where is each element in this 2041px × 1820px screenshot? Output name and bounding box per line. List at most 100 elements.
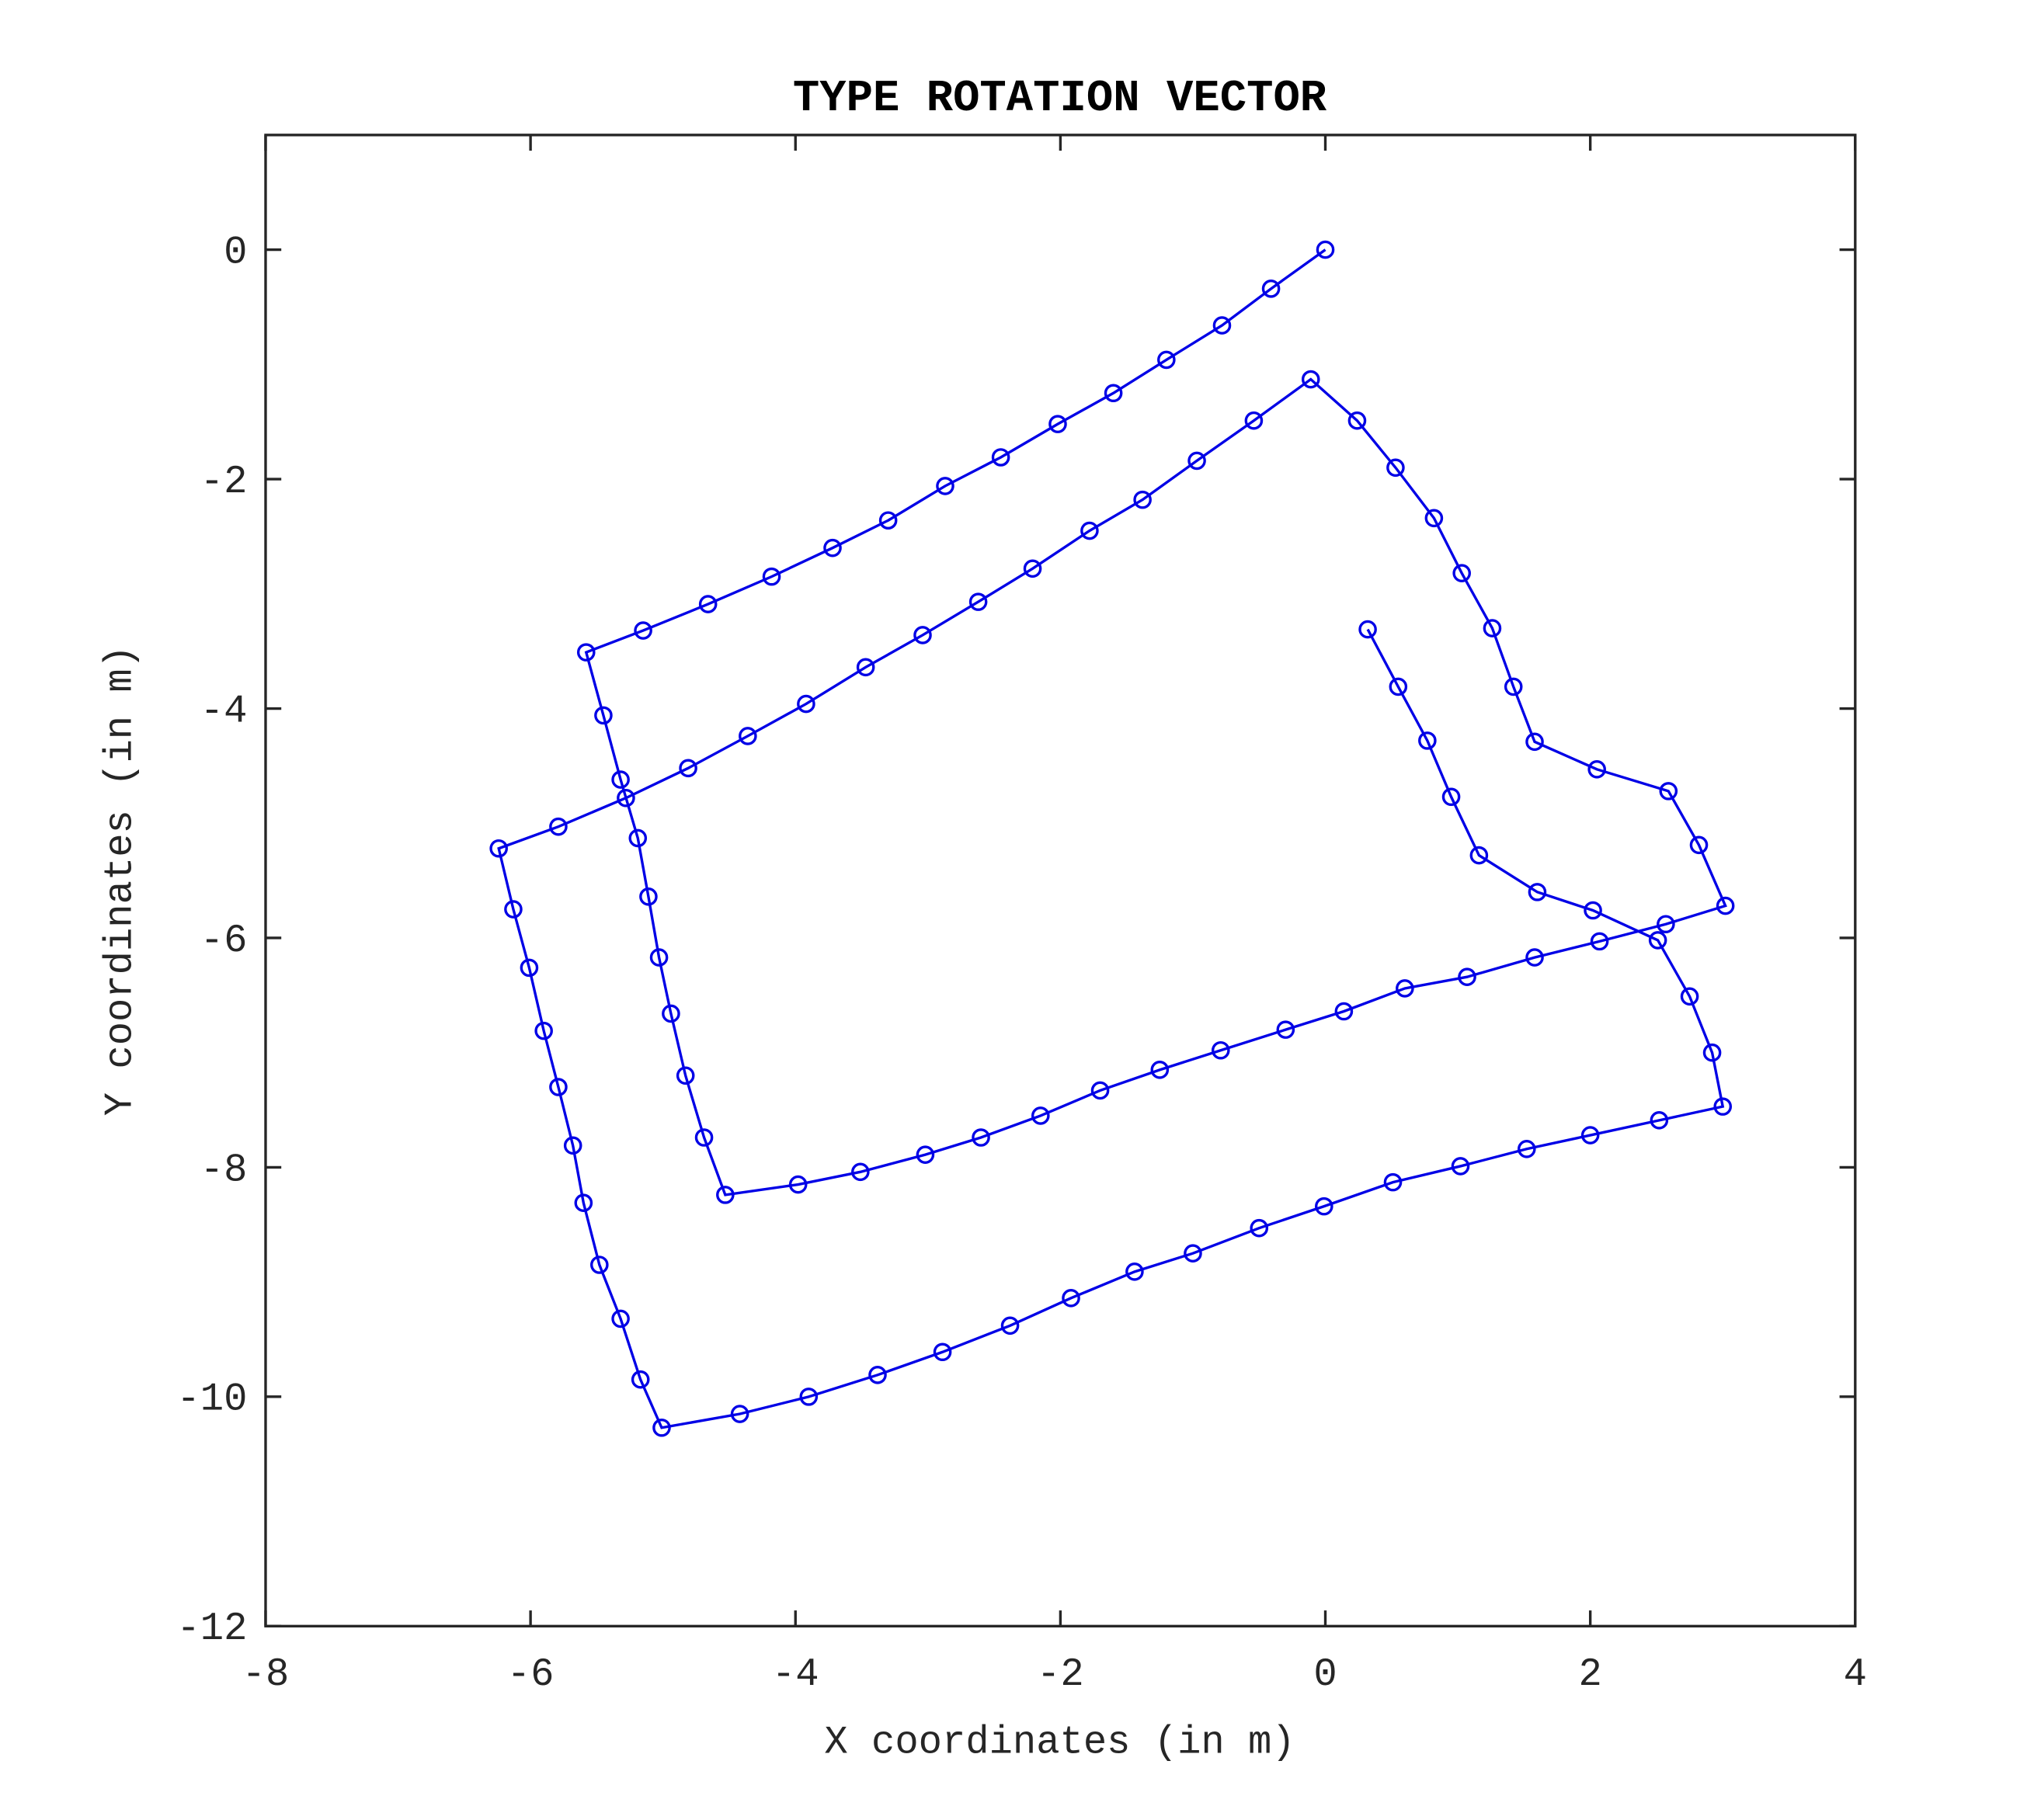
x-tick-label: -8 xyxy=(242,1653,290,1697)
data-point xyxy=(1104,384,1123,403)
data-point xyxy=(1187,451,1206,471)
data-point xyxy=(1023,559,1042,578)
data-line xyxy=(497,248,1727,1429)
data-point xyxy=(1389,677,1408,696)
data-point xyxy=(1316,240,1335,259)
data-point xyxy=(968,592,988,611)
data-point xyxy=(1441,787,1461,807)
data-point xyxy=(631,1370,650,1389)
data-point xyxy=(1418,731,1437,750)
data-point xyxy=(639,887,658,906)
data-point xyxy=(594,706,613,725)
data-point xyxy=(762,567,781,586)
data-point xyxy=(1713,1097,1733,1116)
data-point xyxy=(1358,620,1377,639)
y-tick-label: 0 xyxy=(224,231,247,275)
data-point xyxy=(1525,948,1544,967)
data-point xyxy=(972,1128,990,1147)
data-point xyxy=(788,1175,808,1194)
data-point xyxy=(698,595,718,613)
data-point xyxy=(1657,915,1675,934)
data-point xyxy=(679,759,697,778)
x-tick-label: 4 xyxy=(1844,1653,1867,1697)
data-point xyxy=(534,1021,553,1040)
data-point xyxy=(520,958,539,978)
data-point xyxy=(590,1256,609,1274)
data-point xyxy=(1590,932,1609,951)
data-point xyxy=(1301,370,1320,389)
data-point xyxy=(1517,1139,1536,1158)
data-point xyxy=(549,817,568,836)
data-point xyxy=(1451,1157,1470,1176)
data-point xyxy=(823,538,842,557)
data-point xyxy=(489,839,508,858)
data-point xyxy=(797,694,815,714)
data-point xyxy=(916,1145,935,1164)
data-point xyxy=(1424,509,1444,528)
x-tick-label: 0 xyxy=(1313,1653,1337,1697)
data-point xyxy=(1090,1081,1110,1100)
y-tick-label: -12 xyxy=(176,1607,247,1652)
data-point xyxy=(868,1366,887,1384)
chart-title: TYPE ROTATION VECTOR xyxy=(793,74,1327,124)
data-point xyxy=(1689,835,1709,855)
data-point xyxy=(1211,1040,1230,1060)
data-point xyxy=(662,1004,680,1023)
data-point xyxy=(1587,760,1606,779)
y-tick-label: -8 xyxy=(200,1148,248,1193)
data-point xyxy=(563,1136,582,1155)
data-point xyxy=(1452,564,1471,582)
data-point xyxy=(694,1128,714,1147)
data-point xyxy=(649,948,669,967)
data-point xyxy=(1504,677,1523,696)
data-point xyxy=(1031,1106,1050,1125)
data-point xyxy=(1347,411,1367,430)
data-point xyxy=(617,788,635,808)
data-point xyxy=(611,770,630,789)
data-point xyxy=(739,727,757,745)
data-point xyxy=(1334,1002,1354,1021)
data-point xyxy=(1276,1020,1295,1039)
data-point xyxy=(1525,732,1544,752)
data-point xyxy=(1680,987,1699,1006)
data-point xyxy=(933,1342,952,1362)
data-point xyxy=(1650,1111,1669,1130)
data-point xyxy=(1396,979,1414,998)
x-tick-label: -6 xyxy=(507,1653,555,1697)
data-point xyxy=(799,1388,819,1406)
plot-frame xyxy=(264,134,1857,1628)
data-point xyxy=(1261,280,1281,298)
data-point xyxy=(1157,350,1176,370)
data-point xyxy=(576,643,596,662)
data-point xyxy=(574,1193,593,1213)
data-point xyxy=(611,1309,630,1329)
data-point xyxy=(1716,896,1735,915)
data-point xyxy=(1648,931,1667,950)
data-point xyxy=(1150,1061,1170,1079)
data-point xyxy=(851,1162,870,1182)
data-point xyxy=(1048,415,1067,433)
data-point xyxy=(1580,1126,1600,1144)
data-point xyxy=(1212,316,1232,335)
data-point xyxy=(1659,782,1678,801)
data-point xyxy=(856,658,875,677)
data-point xyxy=(1584,901,1602,920)
data-point xyxy=(1062,1289,1080,1308)
data-point xyxy=(652,1418,671,1437)
x-tick-label: -2 xyxy=(1037,1653,1084,1697)
data-point xyxy=(1386,458,1405,478)
data-point xyxy=(913,626,932,644)
data-point xyxy=(1250,1218,1269,1238)
y-tick-label: -4 xyxy=(200,689,248,734)
data-point xyxy=(504,900,523,919)
x-tick-label: -4 xyxy=(772,1653,819,1697)
data-point xyxy=(1315,1197,1333,1216)
y-tick-label: -6 xyxy=(200,919,248,964)
data-point xyxy=(730,1405,749,1423)
data-point xyxy=(1528,883,1547,901)
data-point xyxy=(549,1078,568,1096)
data-point xyxy=(1483,619,1502,637)
data-point xyxy=(936,477,954,495)
